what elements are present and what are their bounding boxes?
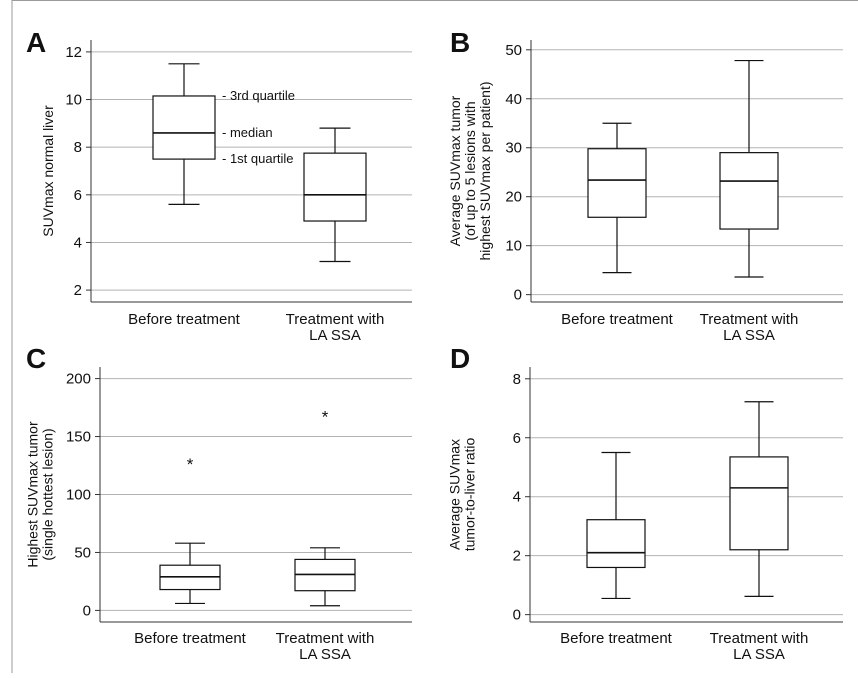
y-tick-label: 8	[74, 139, 82, 156]
box-iqr	[303, 152, 367, 222]
y-tick-label: 0	[83, 602, 91, 619]
y-tick-label: 0	[513, 607, 521, 624]
category-label: LA SSA	[733, 646, 785, 663]
y-tick-label: 150	[66, 429, 91, 446]
category-label: Treatment with	[710, 630, 809, 647]
y-tick-label: 30	[505, 140, 522, 157]
y-tick-label: 20	[505, 189, 522, 206]
y-tick-label: 2	[74, 282, 82, 299]
y-tick-label: 10	[65, 92, 82, 109]
y-axis-label-line: (of up to 5 lesions with	[462, 101, 478, 240]
y-tick-label: 12	[65, 44, 82, 61]
category-label: Treatment with	[700, 311, 799, 328]
box-2	[729, 401, 789, 597]
y-tick-label: 6	[74, 187, 82, 204]
annotation-q1: - 1st quartile	[222, 151, 294, 166]
y-axis-label-line: (single hottest lesion)	[40, 428, 56, 560]
panel-d: 0 2 4 6 8 Average SUVmaxtumor-to-liver ratio D…	[447, 343, 843, 663]
y-tick-label: 6	[513, 430, 521, 447]
y-tick-label: 4	[513, 489, 521, 506]
y-tick-label: 50	[505, 42, 522, 59]
y-tick-label: 0	[514, 287, 522, 304]
category-label: LA SSA	[723, 327, 775, 344]
y-axis-label-line: Highest SUVmax tumor	[25, 421, 41, 568]
panel-c: 0 50 100 150 200 Highest SUVmax tumor(single …	[25, 343, 412, 663]
box-1: *	[159, 455, 221, 605]
box-iqr	[719, 152, 779, 230]
box-1	[152, 63, 216, 205]
box-1	[587, 122, 647, 274]
panel-letter: D	[450, 343, 470, 374]
y-axis-label: Highest SUVmax tumor(single hottest lesi…	[25, 421, 56, 568]
box-iqr	[586, 519, 646, 569]
y-axis-label-line: SUVmax normal liver	[40, 105, 56, 237]
box-iqr	[587, 148, 647, 218]
y-tick-label: 200	[66, 371, 91, 388]
y-axis-label: Average SUVmaxtumor-to-liver ratio	[447, 438, 478, 552]
category-label: Before treatment	[134, 630, 247, 647]
box-iqr	[729, 456, 789, 551]
category-label: Before treatment	[128, 311, 241, 328]
y-axis-label-line: Average SUVmax tumor	[447, 95, 463, 246]
y-tick-label: 2	[513, 548, 521, 565]
panel-a: 2 4 6 8 10 12 SUVmax normal liver A Before treat…	[26, 27, 412, 344]
panel-b: 0 10 20 30 40 50 Average SUVmax tumor(of up to…	[447, 27, 843, 344]
y-axis-label-line: tumor-to-liver ratio	[462, 438, 478, 552]
outlier-marker: *	[187, 455, 194, 474]
y-axis-label-line: Average SUVmax	[447, 439, 463, 550]
category-label: Before treatment	[561, 311, 674, 328]
y-tick-label: 8	[513, 371, 521, 388]
y-tick-label: 10	[505, 238, 522, 255]
y-tick-label: 100	[66, 487, 91, 504]
box-1	[586, 451, 646, 600]
y-tick-label: 50	[74, 544, 91, 561]
y-tick-label: 4	[74, 234, 82, 251]
category-label: LA SSA	[299, 646, 351, 663]
category-label: Before treatment	[560, 630, 673, 647]
category-label: Treatment with	[276, 630, 375, 647]
annotation-q3: - 3rd quartile	[222, 88, 295, 103]
y-tick-label: 40	[505, 91, 522, 108]
annotation-median: - median	[222, 125, 273, 140]
y-axis-label-line: highest SUVmax per patient)	[477, 82, 493, 261]
box-2	[303, 127, 367, 263]
box-iqr	[152, 95, 216, 160]
box-2: *	[294, 408, 356, 607]
outlier-marker: *	[322, 408, 329, 427]
panel-letter: A	[26, 27, 46, 58]
y-axis-label: Average SUVmax tumor(of up to 5 lesions …	[447, 82, 493, 261]
category-label: LA SSA	[309, 327, 361, 344]
category-label: Treatment with	[286, 311, 385, 328]
box-2	[719, 59, 779, 278]
y-axis-label: SUVmax normal liver	[40, 105, 56, 237]
panel-letter: C	[26, 343, 46, 374]
panel-letter: B	[450, 27, 470, 58]
